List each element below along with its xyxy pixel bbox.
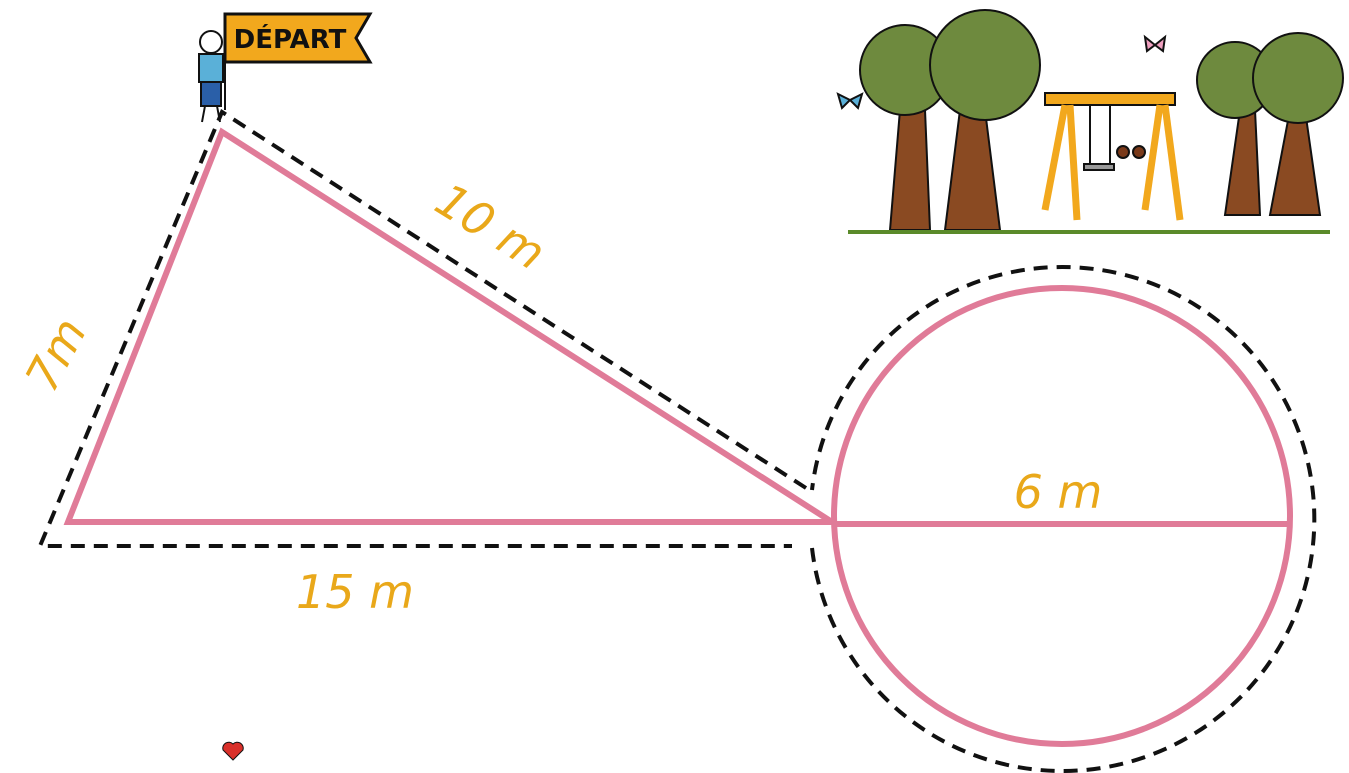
left-side-label: 7m xyxy=(15,309,97,400)
flag: DÉPART xyxy=(225,14,370,62)
diameter-label: 6 m xyxy=(1014,465,1103,519)
park xyxy=(838,10,1343,232)
boy xyxy=(199,20,225,122)
diagram: 7m 10 m 15 m 6 m DÉPART xyxy=(0,0,1349,773)
pink-figure xyxy=(68,132,1290,744)
flag-label: DÉPART xyxy=(234,23,347,55)
dashed-path xyxy=(40,112,1314,771)
heart xyxy=(223,742,244,760)
bottom-side-label: 15 m xyxy=(296,565,414,619)
top-side-label: 10 m xyxy=(426,172,555,280)
